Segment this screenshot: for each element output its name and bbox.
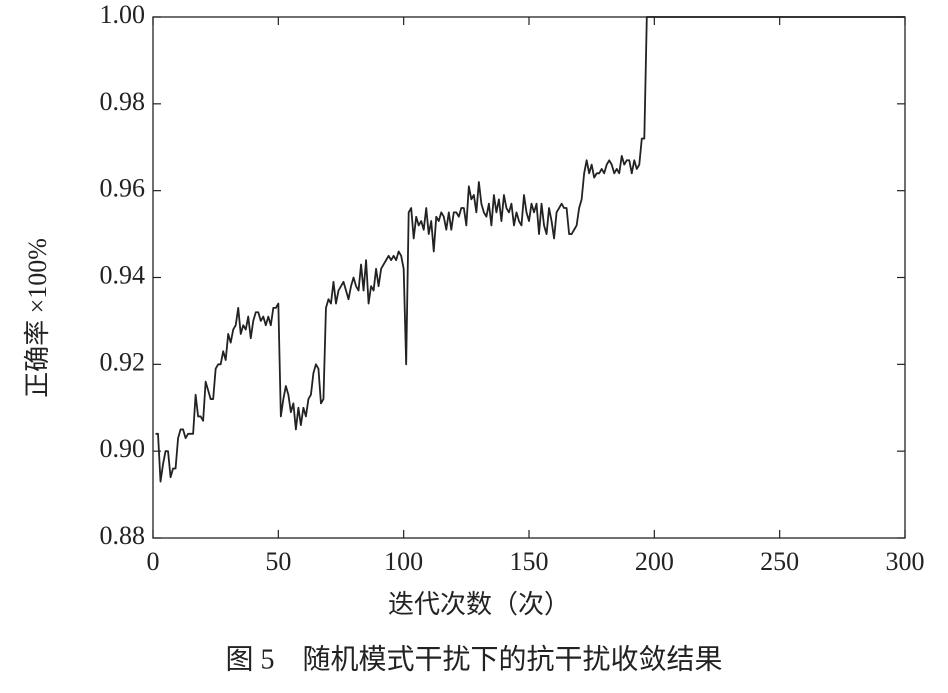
y-tick-label: 0.98 [100,87,146,116]
x-tick-label: 100 [384,547,423,576]
x-tick-label: 0 [147,547,160,576]
y-axis-label: 正确率 ×100% [23,238,52,398]
x-tick-label: 300 [886,547,925,576]
x-tick-label: 50 [265,547,291,576]
y-tick-label: 0.94 [100,260,146,289]
x-tick-label: 200 [635,547,674,576]
x-axis-label: 迭代次数（次） [388,590,570,619]
plot-frame [152,16,906,539]
data-line [155,16,905,483]
x-tick-label: 250 [760,547,799,576]
y-tick-label: 0.90 [100,434,146,463]
y-tick-label: 0.92 [100,347,146,376]
y-tick-label: 0.88 [100,521,146,550]
y-tick-label: 0.96 [100,174,146,203]
y-tick-label: 1.00 [100,0,146,29]
caption: 图 5 随机模式干扰下的抗干扰收敛结果 [225,643,722,675]
x-tick-label: 150 [510,547,549,576]
